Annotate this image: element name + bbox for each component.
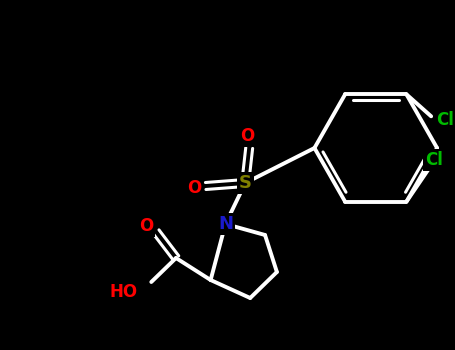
Text: O: O [240, 127, 254, 145]
Text: Cl: Cl [425, 151, 443, 169]
Text: O: O [139, 217, 153, 235]
Text: N: N [218, 215, 233, 233]
Text: O: O [187, 179, 201, 197]
Text: Cl: Cl [436, 111, 454, 129]
Text: HO: HO [109, 283, 137, 301]
Text: S: S [239, 174, 252, 192]
